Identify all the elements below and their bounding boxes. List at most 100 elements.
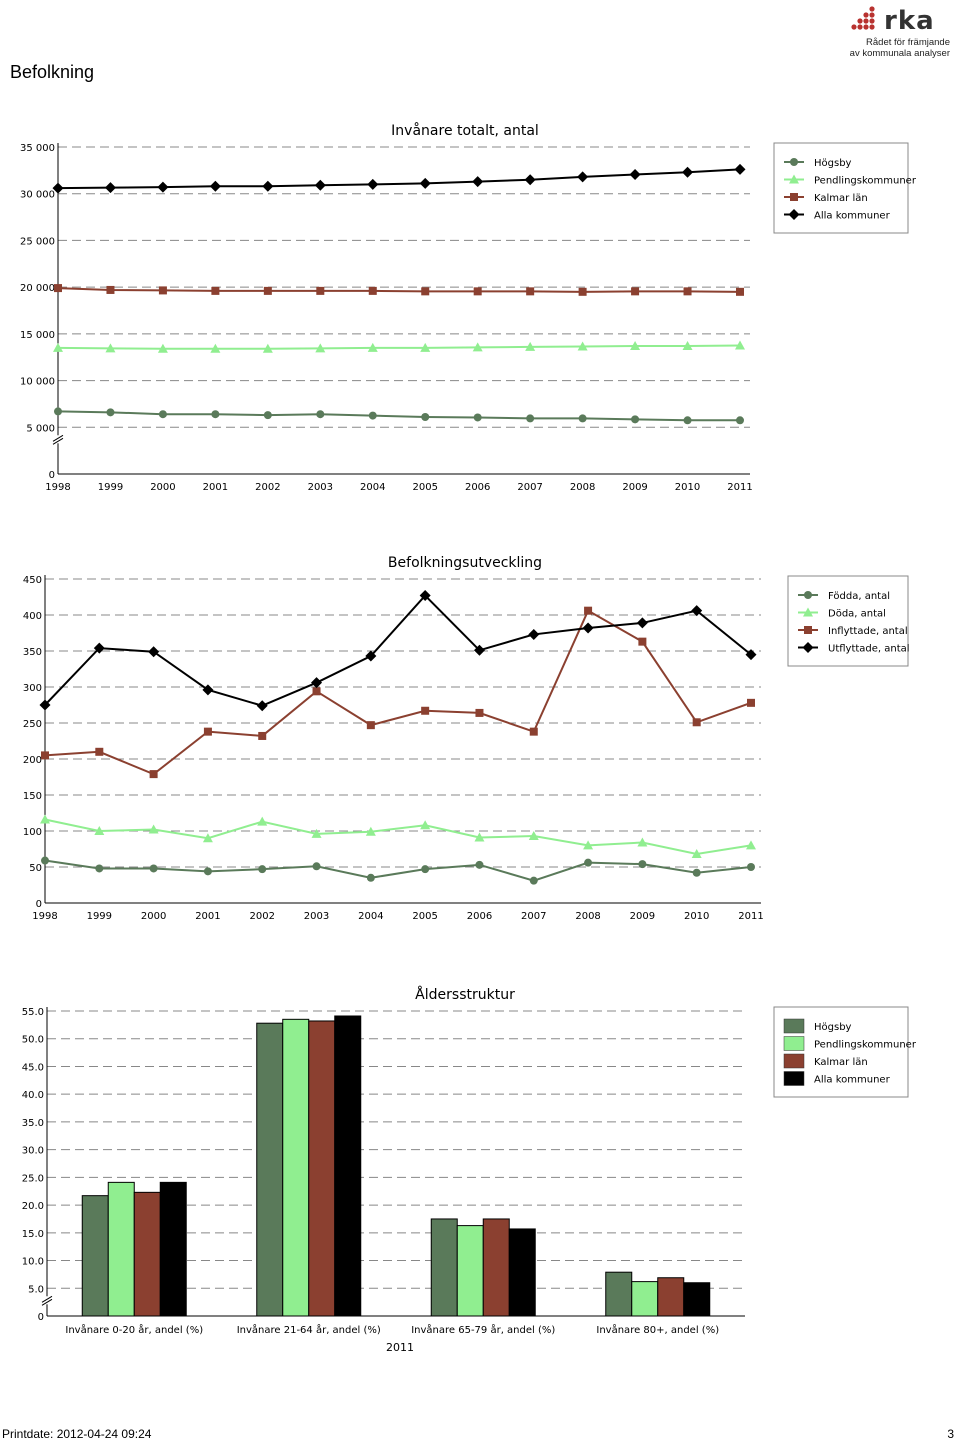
bar [657, 1277, 685, 1317]
data-point [526, 287, 535, 296]
axis-break-gap [41, 1296, 53, 1305]
series-1 [53, 340, 745, 353]
data-point [311, 677, 323, 689]
y-tick-label: 20.0 [22, 1201, 44, 1212]
y-tick-label: 250 [23, 719, 42, 730]
legend-entry: Pendlingskommuner [814, 176, 917, 187]
data-point [577, 341, 588, 351]
data-point [203, 727, 212, 736]
gridlines [58, 146, 750, 428]
data-point [106, 285, 115, 294]
legend-entry: Högsby [814, 158, 852, 169]
data-point [368, 411, 377, 420]
data-point [95, 747, 104, 756]
data-point [211, 286, 220, 295]
data-point [584, 858, 593, 867]
legend: Högsby Pendlingskommuner Kalmar län Alla ko… [773, 1006, 917, 1098]
print-date: Printdate: 2012-04-24 09:24 [2, 1427, 152, 1441]
bar [308, 1020, 336, 1317]
y-tick-label: 5.0 [28, 1284, 44, 1295]
chart-title: Åldersstruktur [415, 986, 515, 1003]
data-point [691, 605, 703, 617]
data-point [210, 343, 221, 353]
data-point [105, 343, 116, 353]
data-point [631, 415, 640, 424]
page-number: 3 [947, 1427, 954, 1441]
data-point [421, 706, 430, 715]
axis-break-mark [41, 1295, 53, 1303]
legend-entry: Inflyttade, antal [828, 626, 908, 637]
data-point [368, 286, 377, 295]
x-tick-label: Invånare 21-64 år, andel (%) [237, 1323, 381, 1336]
data-point [472, 176, 484, 188]
x-tick-label: 2008 [575, 911, 600, 922]
y-tick-label: 30.0 [22, 1146, 44, 1157]
chart-aldersstruktur: Åldersstruktur 0 5.0 10.0 15.0 20.0 25.0 30.0 35… [22, 986, 917, 1354]
y-tick-label: 200 [23, 755, 42, 766]
data-point [526, 414, 535, 423]
x-tick-label: 2005 [412, 911, 437, 922]
data-point [421, 865, 430, 874]
data-point [39, 699, 51, 711]
x-tick-label: 2009 [630, 911, 655, 922]
y-tick-label: 0 [49, 470, 55, 481]
data-point [630, 341, 641, 351]
data-point [420, 342, 431, 352]
data-point [578, 414, 587, 423]
data-point [52, 182, 64, 194]
x-tick-label: 2011 [738, 911, 763, 922]
page-title: Befolkning [10, 62, 95, 82]
data-point [262, 180, 274, 192]
data-point [157, 343, 168, 353]
x-tick-label: 2006 [465, 482, 490, 493]
x-tick-label: 2002 [255, 482, 280, 493]
legend-marker [790, 158, 798, 166]
y-tick-label: 35 000 [20, 143, 55, 154]
data-point [683, 416, 692, 425]
data-point [263, 411, 272, 420]
y-tick-label: 45.0 [22, 1062, 44, 1073]
data-point [203, 867, 212, 876]
series-line [57, 287, 741, 293]
y-tick-label: 350 [23, 647, 42, 658]
legend-marker [804, 626, 812, 634]
data-point [421, 287, 430, 296]
data-point [420, 820, 431, 830]
series-1 [40, 814, 756, 859]
data-point [734, 163, 746, 175]
data-point [104, 182, 116, 194]
legend-marker [789, 174, 799, 184]
legend-swatch [783, 1018, 805, 1034]
data-point [473, 287, 482, 296]
y-tick-label: 0 [36, 899, 42, 910]
y-tick-label: 450 [23, 575, 42, 586]
data-point [629, 169, 641, 181]
data-point [202, 684, 214, 696]
chart-title: Invånare totalt, antal [391, 122, 539, 139]
legend-entry: Högsby [814, 1022, 852, 1033]
data-point [41, 856, 49, 865]
y-tick-label: 300 [23, 683, 42, 694]
data-point [682, 166, 694, 178]
y-tick-label: 25 000 [20, 236, 55, 247]
data-point [148, 824, 159, 834]
data-point [529, 727, 538, 736]
data-point [316, 410, 325, 419]
bar [430, 1218, 458, 1317]
series-line [57, 410, 740, 422]
data-point [525, 341, 536, 351]
x-tick-label: 1998 [45, 482, 70, 493]
y-tick-label: 55.0 [22, 1007, 44, 1018]
bar [159, 1181, 187, 1317]
data-point [211, 410, 220, 419]
data-point [682, 341, 693, 351]
data-point [40, 814, 50, 824]
logo-tagline-1: Rådet för främjande [866, 37, 950, 48]
y-tick-label: 15.0 [22, 1229, 44, 1240]
y-tick-label: 10.0 [22, 1257, 44, 1268]
logo-tagline-2: av kommunala analyser [849, 48, 950, 59]
x-tick-label: 2001 [203, 482, 228, 493]
data-point [419, 590, 431, 602]
data-point [736, 287, 744, 296]
y-tick-label: 0 [38, 1312, 44, 1323]
